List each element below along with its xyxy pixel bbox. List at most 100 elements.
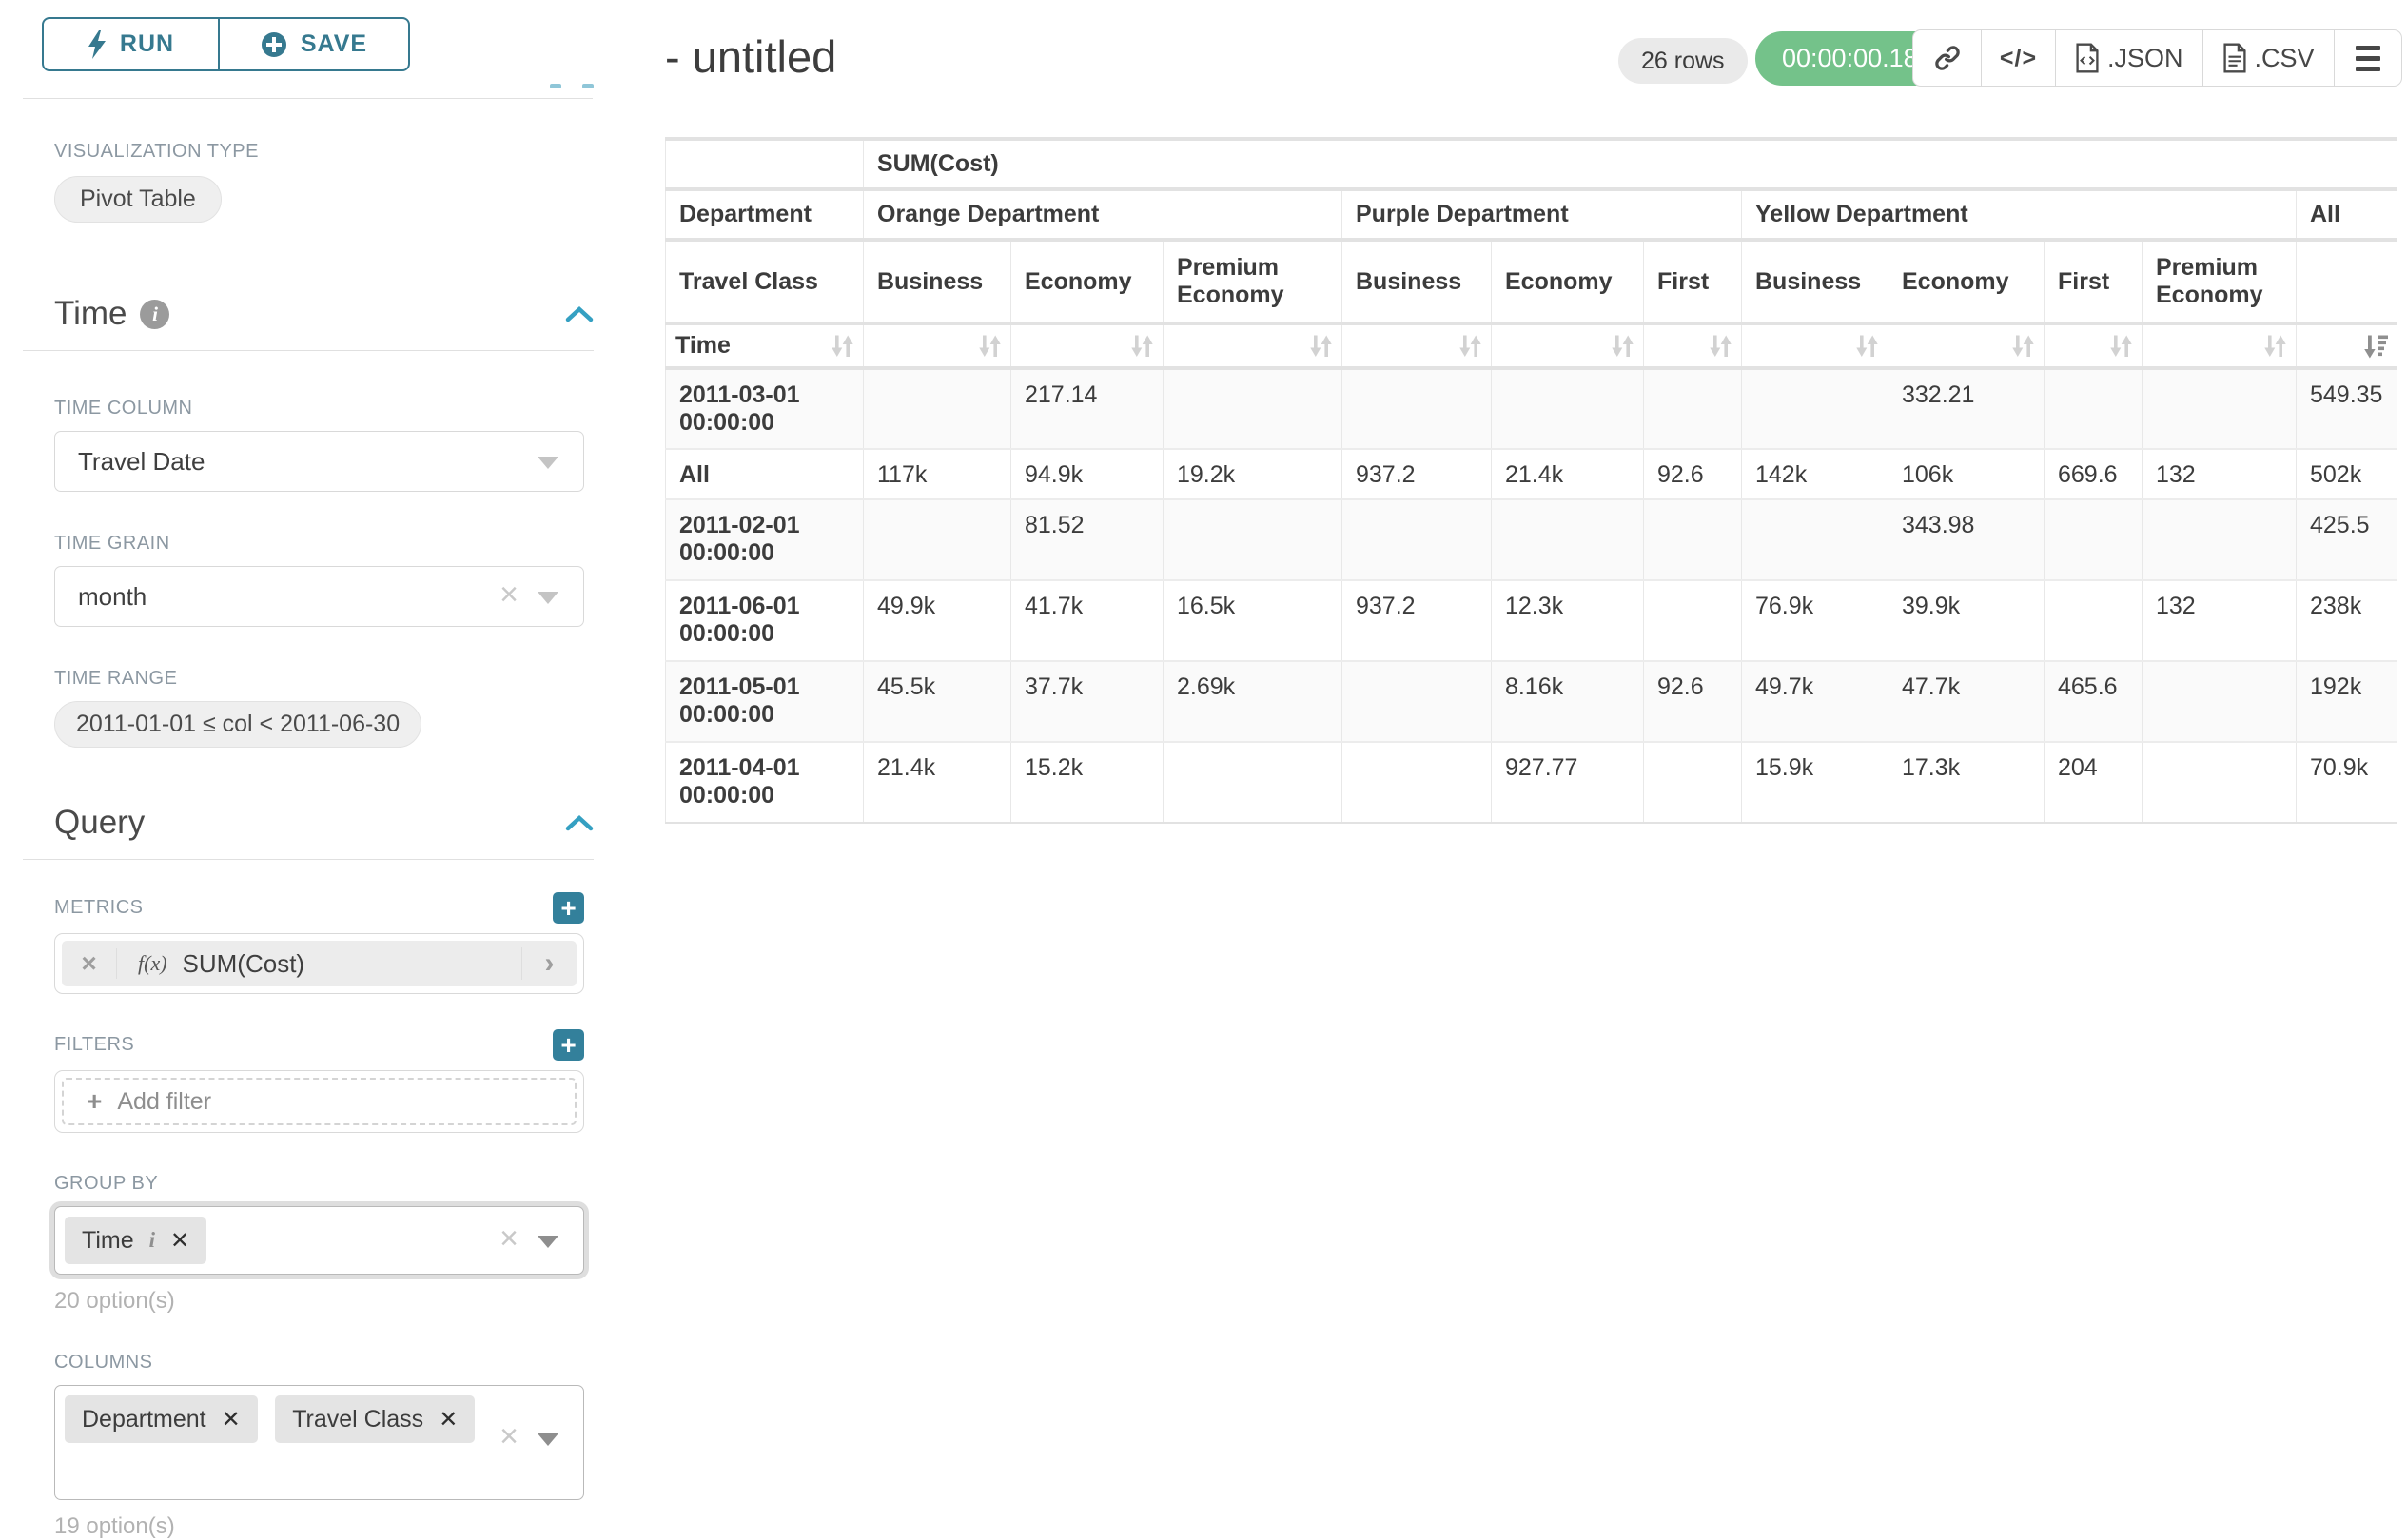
time-grain-select[interactable]: month × — [54, 566, 584, 627]
metric-chip[interactable]: × f(x) SUM(Cost) › — [62, 941, 577, 986]
sort-icon[interactable] — [2010, 332, 2036, 360]
clear-icon[interactable]: × — [499, 1219, 519, 1257]
department-group-cell: Purple Department — [1341, 187, 1742, 242]
sort-icon[interactable] — [1854, 332, 1880, 360]
travel-class-cell: Economy — [1888, 238, 2045, 325]
time-column-select[interactable]: Travel Date — [54, 431, 584, 492]
add-filter-label: Add filter — [117, 1087, 212, 1115]
table-cell — [1643, 368, 1742, 450]
time-range-label: TIME RANGE — [54, 668, 178, 689]
chip-remove-icon[interactable]: ✕ — [170, 1227, 190, 1254]
travel-class-empty-cell — [2295, 238, 2398, 325]
sorter-cell[interactable] — [1491, 323, 1644, 370]
save-button[interactable]: SAVE — [219, 17, 410, 71]
add-filter-button[interactable]: + — [553, 1029, 584, 1061]
table-cell: 81.52 — [1010, 499, 1164, 581]
chip-info-icon[interactable]: i — [148, 1228, 156, 1252]
table-cell — [1491, 499, 1644, 581]
group-by-select[interactable]: Time i ✕ × — [54, 1206, 584, 1275]
time-range-pill[interactable]: 2011-01-01 ≤ col < 2011-06-30 — [54, 701, 422, 748]
table-cell: 238k — [2295, 580, 2398, 662]
sort-icon[interactable] — [1458, 332, 1483, 360]
filters-label: FILTERS — [54, 1034, 135, 1055]
table-row: 2011-03-01 00:00:00 217.14 332.21 549.35 — [665, 368, 2398, 450]
divider — [23, 98, 593, 99]
group-by-chip: Time i ✕ — [65, 1217, 207, 1264]
table-cell: 142k — [1741, 449, 1888, 500]
sorter-cell[interactable] — [1341, 323, 1492, 370]
sorter-cell[interactable] — [1888, 323, 2045, 370]
clear-icon[interactable]: × — [499, 575, 519, 613]
table-row: All 117k 94.9k 19.2k 937.2 21.4k 92.6 142k 106k 6… — [665, 449, 2398, 500]
add-metric-button[interactable]: + — [553, 892, 584, 924]
share-link-button[interactable] — [1913, 30, 1982, 86]
sort-icon[interactable] — [830, 332, 855, 360]
columns-select[interactable]: Department ✕ Travel Class ✕ × — [54, 1385, 584, 1500]
table-cell: 937.2 — [1341, 449, 1492, 500]
caret-down-icon — [538, 1236, 558, 1248]
divider — [23, 859, 594, 860]
table-cell: 16.5k — [1163, 580, 1342, 662]
clear-icon[interactable]: × — [499, 1417, 519, 1454]
sort-icon[interactable] — [2262, 332, 2288, 360]
view-query-button[interactable]: </> — [1982, 30, 2056, 86]
travel-class-corner-cell: Travel Class — [665, 238, 864, 325]
time-sorter-cell[interactable]: Time — [665, 323, 864, 370]
table-cell: 937.2 — [1341, 580, 1492, 662]
metrics-label: METRICS — [54, 897, 144, 918]
table-cell — [1341, 499, 1492, 581]
table-cell: 21.4k — [863, 742, 1011, 824]
chip-remove-icon[interactable]: ✕ — [439, 1406, 459, 1433]
caret-down-icon — [538, 592, 558, 604]
add-filter-dropzone[interactable]: + Add filter — [62, 1078, 577, 1125]
travel-class-cell: First — [2044, 238, 2143, 325]
sorter-cell[interactable] — [1643, 323, 1742, 370]
sort-icon[interactable] — [1129, 332, 1155, 360]
table-cell — [1163, 742, 1342, 824]
sorter-cell[interactable] — [2044, 323, 2143, 370]
sorter-cell[interactable] — [2142, 323, 2297, 370]
control-panel: Chart Type RUN SAVE VISUALIZATION TYPE — [0, 0, 616, 1539]
run-button[interactable]: RUN — [42, 17, 219, 71]
query-collapse-chevron[interactable] — [565, 814, 594, 831]
table-cell: 45.5k — [863, 661, 1011, 743]
sorter-cell-all-active[interactable] — [2295, 323, 2398, 370]
menu-button[interactable] — [2335, 30, 2401, 86]
table-cell — [863, 368, 1011, 450]
page-title: - untitled — [665, 31, 837, 82]
remove-metric-icon[interactable]: × — [62, 948, 117, 979]
sort-desc-icon[interactable] — [2363, 332, 2389, 360]
table-cell — [2142, 368, 2297, 450]
table-cell — [2044, 580, 2143, 662]
metric-header-row: SUM(Cost) — [665, 137, 2398, 191]
chip-remove-icon[interactable]: ✕ — [221, 1406, 241, 1433]
chart-type-collapse-chevron[interactable] — [550, 84, 594, 88]
export-csv-button[interactable]: .CSV — [2203, 30, 2335, 86]
sorter-cell[interactable] — [1010, 323, 1164, 370]
table-cell: 117k — [863, 449, 1011, 500]
row-header-cell: 2011-02-01 00:00:00 — [665, 499, 864, 581]
sort-icon[interactable] — [1708, 332, 1733, 360]
travel-class-cell: Premium Economy — [1163, 238, 1342, 325]
table-cell — [1643, 499, 1742, 581]
sorter-cell[interactable] — [863, 323, 1011, 370]
expand-metric-icon[interactable]: › — [521, 947, 577, 980]
sorter-cell[interactable] — [1741, 323, 1888, 370]
travel-class-cell: Business — [1341, 238, 1492, 325]
sort-icon[interactable] — [2108, 332, 2134, 360]
table-cell: 332.21 — [1888, 368, 2045, 450]
export-json-button[interactable]: .JSON — [2056, 30, 2203, 86]
department-group-cell: Orange Department — [863, 187, 1342, 242]
travel-class-cell: First — [1643, 238, 1742, 325]
columns-label: COLUMNS — [54, 1352, 153, 1373]
sort-icon[interactable] — [977, 332, 1003, 360]
time-collapse-chevron[interactable] — [565, 305, 594, 322]
sorter-cell[interactable] — [1163, 323, 1342, 370]
sort-icon[interactable] — [1308, 332, 1334, 360]
table-cell — [2044, 499, 2143, 581]
chip-label: Time — [82, 1226, 134, 1254]
divider — [23, 350, 594, 351]
sort-icon[interactable] — [1610, 332, 1635, 360]
bolt-icon — [88, 29, 106, 59]
viz-type-pill[interactable]: Pivot Table — [54, 176, 222, 223]
